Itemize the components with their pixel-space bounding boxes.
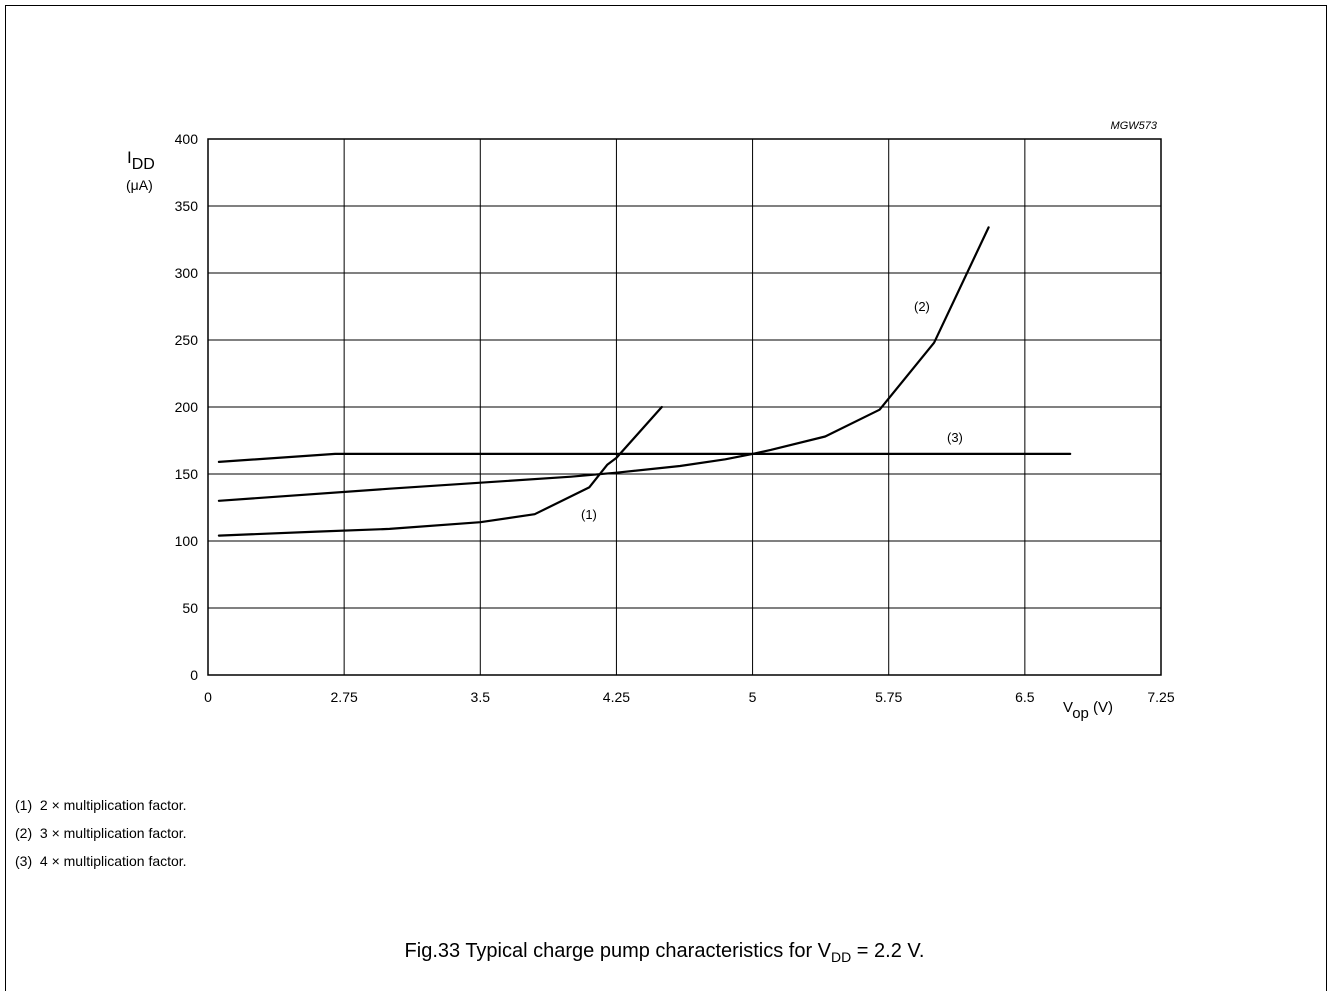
y-tick-label: 0 <box>190 667 198 683</box>
x-axis-label-main: V <box>1063 699 1073 716</box>
chart-tick-labels: 0 2.75 3.5 4.25 5 5.75 6.5 7.25 0 50 100 150 200 250 3… <box>175 131 1175 705</box>
figure-id: MGW573 <box>1111 120 1158 132</box>
y-axis-label-main: I <box>127 148 132 167</box>
series-line-1 <box>217 405 663 537</box>
y-tick-label: 50 <box>182 600 198 616</box>
x-axis-label-unit: (V) <box>1089 699 1113 716</box>
caption-subscript: DD <box>831 949 852 965</box>
caption-suffix: = 2.2 V. <box>851 940 925 962</box>
x-axis-label-sub: op <box>1072 705 1089 722</box>
series-label-1: (1) <box>581 507 597 522</box>
series-line-2 <box>217 226 990 502</box>
y-axis-label-sub: DD <box>132 156 155 173</box>
x-tick-label: 5.75 <box>875 689 902 705</box>
x-tick-label: 7.25 <box>1147 689 1174 705</box>
chart-series <box>217 226 1072 537</box>
y-tick-label: 200 <box>175 399 199 415</box>
y-tick-label: 400 <box>175 131 199 147</box>
chart-grid <box>208 139 1161 675</box>
chart-axes <box>207 138 1162 676</box>
y-tick-label: 350 <box>175 198 199 214</box>
figure-caption: Fig.33 Typical charge pump characteristi… <box>0 940 1329 965</box>
y-tick-label: 300 <box>175 265 199 281</box>
x-tick-label: 4.25 <box>603 689 630 705</box>
series-label-3: (3) <box>947 430 963 445</box>
series-line-3 <box>217 452 1072 463</box>
y-axis-label: IDD <box>127 148 155 173</box>
y-tick-label: 150 <box>175 466 199 482</box>
y-tick-label: 250 <box>175 332 199 348</box>
x-tick-label: 5 <box>749 689 757 705</box>
legend-item-1: (1) 2 × multiplication factor. <box>15 797 187 813</box>
x-tick-label: 6.5 <box>1015 689 1035 705</box>
y-axis-unit: (μA) <box>126 177 153 193</box>
legend-item-2: (2) 3 × multiplication factor. <box>15 825 187 841</box>
x-axis-label: Vop (V) <box>1063 699 1113 722</box>
y-tick-label: 100 <box>175 533 199 549</box>
series-label-2: (2) <box>914 299 930 314</box>
x-tick-label: 2.75 <box>331 689 358 705</box>
x-tick-label: 0 <box>204 689 212 705</box>
legend-item-3: (3) 4 × multiplication factor. <box>15 853 187 869</box>
plot-area-border <box>207 138 1162 676</box>
figure-frame <box>5 5 1327 991</box>
caption-prefix: Fig.33 Typical charge pump characteristi… <box>404 940 832 962</box>
x-tick-label: 3.5 <box>471 689 491 705</box>
